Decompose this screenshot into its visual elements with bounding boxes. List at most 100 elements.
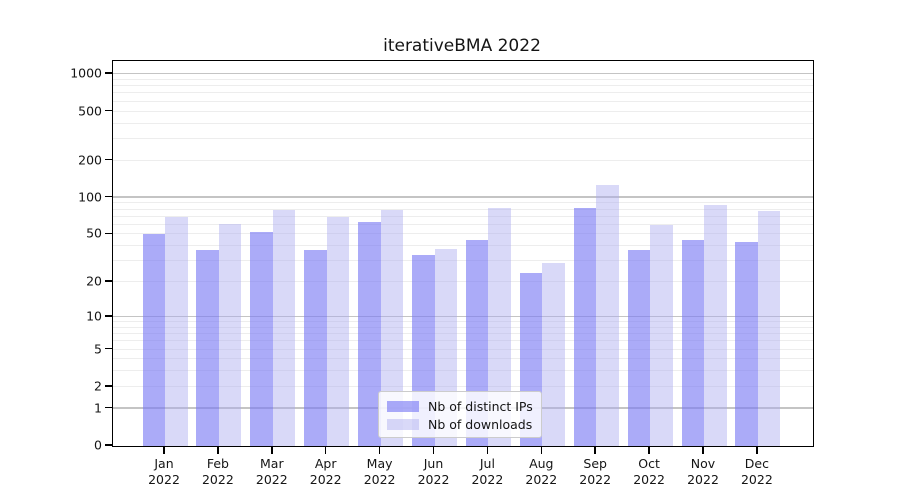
x-tick-mark [271, 446, 273, 454]
bar-distinct-ips [681, 240, 704, 446]
legend-item-distinct-ips: Nb of distinct IPs [387, 398, 533, 415]
bar-downloads [272, 209, 296, 446]
grid-line-minor [113, 326, 813, 328]
y-tick-label: 5 [94, 341, 102, 357]
x-tick-label-oct: Oct 2022 [633, 456, 665, 487]
grid-line-minor [113, 110, 813, 112]
bar-downloads [488, 207, 511, 446]
x-tick-mark [702, 446, 704, 454]
grid-line-minor [113, 333, 813, 335]
x-tick-mark [163, 446, 165, 454]
grid-line-minor [113, 137, 813, 139]
bar-downloads [165, 216, 188, 446]
grid-line-minor [113, 223, 813, 225]
x-tick-label-mar: Mar 2022 [255, 456, 288, 487]
grid-line-minor [113, 245, 813, 247]
grid-line-minor [113, 348, 813, 350]
x-tick-label-sep: Sep 2022 [579, 456, 612, 487]
x-tick-label-jul: Jul 2022 [471, 456, 504, 487]
x-tick-label-aug: Aug 2022 [525, 456, 558, 487]
x-tick-label-nov: Nov 2022 [687, 456, 719, 487]
y-tick-label: 200 [78, 152, 102, 168]
y-tick-label: 1 [94, 400, 102, 416]
y-tick-mark [105, 385, 112, 387]
bar-distinct-ips [573, 208, 597, 446]
y-tick-mark [105, 158, 112, 161]
grid-line-minor [113, 370, 813, 372]
y-tick-mark [105, 347, 112, 350]
grid-line-minor [113, 385, 813, 387]
y-tick-label: 10 [86, 308, 102, 324]
bar-distinct-ips [196, 250, 219, 446]
grid-line-major [113, 196, 813, 198]
grid-line-minor [113, 92, 813, 94]
x-tick-label-feb: Feb 2022 [201, 456, 234, 487]
chart-title: iterativeBMA 2022 [383, 36, 541, 56]
bar-distinct-ips [304, 250, 327, 446]
y-tick-label: 1000 [70, 65, 102, 81]
bar-distinct-ips [358, 222, 381, 446]
bar-downloads [380, 210, 404, 446]
grid-line-major [113, 72, 813, 75]
legend-swatch-distinct-ips [387, 400, 419, 412]
y-tick-mark [105, 315, 112, 317]
x-tick-mark [378, 446, 381, 454]
x-tick-mark [432, 446, 435, 454]
x-tick-mark [324, 446, 327, 454]
y-tick-label: 500 [78, 103, 102, 118]
x-tick-label-may: May 2022 [363, 456, 396, 487]
bar-downloads [757, 210, 781, 446]
x-tick-label-jun: Jun 2022 [417, 456, 450, 487]
y-tick-label: 50 [86, 225, 102, 241]
grid-line-minor [113, 122, 813, 124]
x-tick-mark [217, 446, 219, 454]
grid-line-minor [113, 202, 813, 204]
bar-downloads [704, 205, 727, 446]
bar-distinct-ips [250, 232, 273, 446]
x-tick-label-dec: Dec 2022 [740, 456, 773, 487]
grid-line-minor [113, 85, 813, 87]
grid-line-minor [113, 78, 813, 80]
grid-line-major [113, 315, 813, 317]
grid-line-minor [113, 159, 813, 161]
grid-line-minor [113, 358, 813, 360]
legend: Nb of distinct IPs Nb of downloads [378, 391, 542, 438]
grid-line-minor [113, 281, 813, 283]
grid-line-minor [113, 340, 813, 342]
y-tick-mark [105, 280, 112, 282]
y-tick-mark [105, 444, 112, 446]
x-tick-mark [540, 446, 543, 454]
x-tick-mark [648, 446, 650, 454]
y-tick-mark [105, 195, 112, 198]
legend-swatch-downloads [387, 418, 419, 430]
bar-downloads [596, 184, 619, 446]
y-tick-label: 20 [86, 273, 102, 289]
y-tick-mark [105, 232, 112, 235]
grid-line-minor [113, 100, 813, 102]
bar-downloads [218, 223, 242, 446]
x-tick-label-apr: Apr 2022 [309, 456, 342, 487]
x-tick-label-jan: Jan 2022 [148, 456, 180, 487]
plot-area [112, 60, 814, 447]
y-tick-mark [105, 109, 112, 112]
bar-distinct-ips [627, 250, 651, 446]
grid-line-minor [113, 233, 813, 235]
x-tick-mark [756, 446, 758, 454]
bar-downloads [650, 224, 673, 446]
x-tick-mark [594, 446, 596, 454]
y-tick-label: 2 [94, 378, 102, 394]
y-tick-mark [105, 72, 112, 74]
bar-distinct-ips [142, 234, 165, 446]
legend-label: Nb of downloads [428, 416, 533, 432]
legend-label: Nb of distinct IPs [428, 398, 533, 414]
x-tick-mark [486, 446, 489, 454]
grid-line-minor [113, 321, 813, 323]
bar-distinct-ips [735, 242, 758, 446]
legend-item-downloads: Nb of downloads [387, 416, 533, 433]
y-tick-label: 0 [94, 437, 102, 453]
y-tick-mark [105, 406, 112, 409]
grid-line-minor [113, 215, 813, 217]
y-tick-label: 100 [78, 189, 102, 205]
bar-downloads [326, 216, 350, 446]
